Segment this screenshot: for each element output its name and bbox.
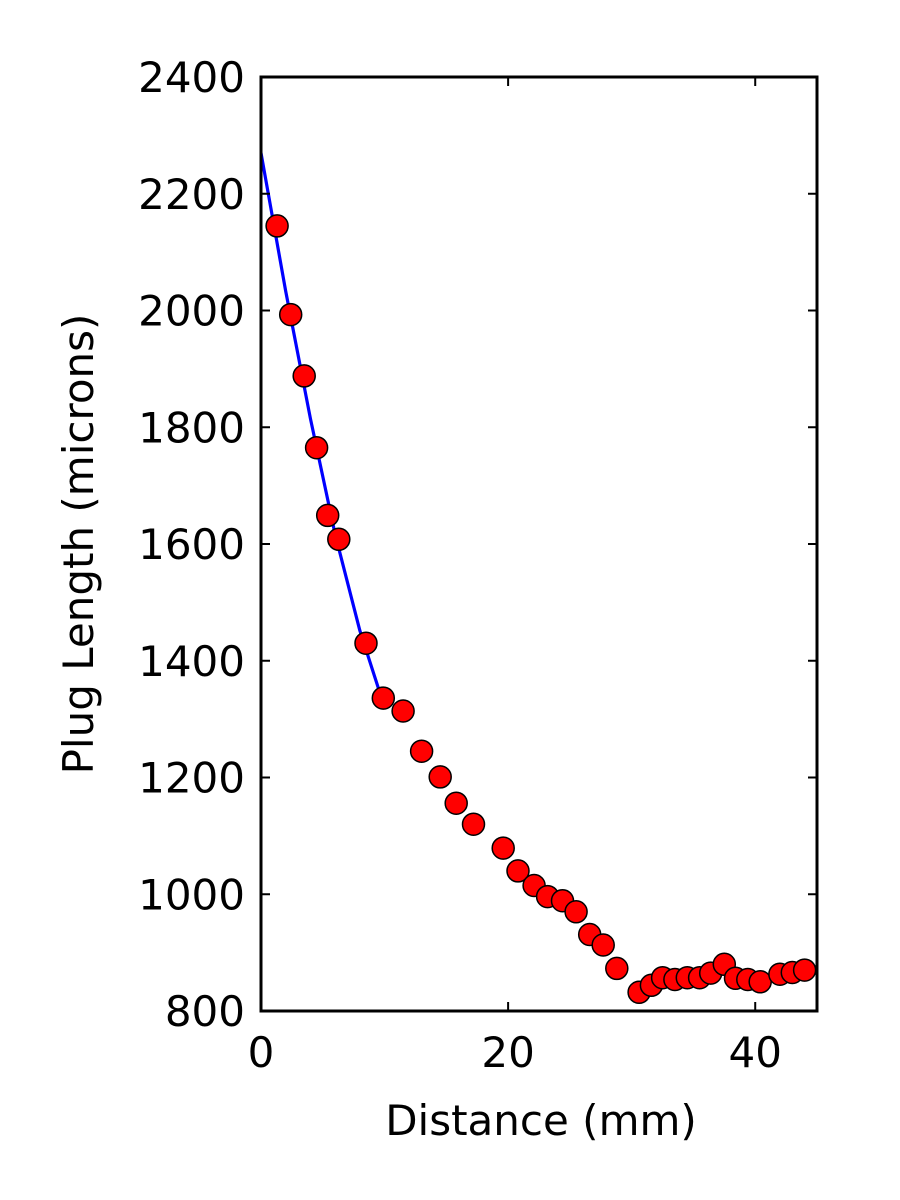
data-point (748, 970, 772, 994)
y-tick-label: 1800 (138, 403, 245, 452)
x-tick-label: 20 (481, 1028, 534, 1077)
data-point (304, 435, 329, 460)
data-point (391, 699, 415, 723)
data-point (506, 859, 530, 883)
data-point (491, 836, 515, 860)
y-tick-label: 800 (165, 987, 245, 1036)
data-point (354, 631, 378, 655)
y-tick-label: 1400 (138, 637, 245, 686)
data-point (444, 791, 468, 815)
data-point (265, 214, 289, 238)
y-tick-label: 1200 (138, 754, 245, 803)
data-point (278, 302, 303, 327)
data-point (605, 956, 629, 981)
y-tick-label: 2400 (138, 53, 245, 102)
y-tick-label: 2200 (138, 170, 245, 219)
data-point (327, 527, 351, 552)
y-tick-label: 2000 (138, 287, 245, 336)
y-tick-label: 1000 (138, 870, 245, 919)
data-layer (261, 152, 817, 1005)
data-point (461, 812, 486, 836)
data-point (792, 958, 817, 982)
x-tick-label: 0 (248, 1028, 275, 1077)
data-point (371, 686, 396, 710)
data-point (409, 739, 434, 763)
data-point (315, 503, 340, 528)
data-point (564, 900, 588, 924)
data-point (591, 933, 615, 957)
y-tick-label: 1600 (138, 520, 245, 569)
data-point (292, 364, 316, 388)
x-axis-label: Distance (mm) (385, 1096, 697, 1145)
x-tick-label: 40 (728, 1028, 781, 1077)
data-point (428, 765, 452, 789)
y-axis-label: Plug Length (microns) (54, 314, 103, 775)
